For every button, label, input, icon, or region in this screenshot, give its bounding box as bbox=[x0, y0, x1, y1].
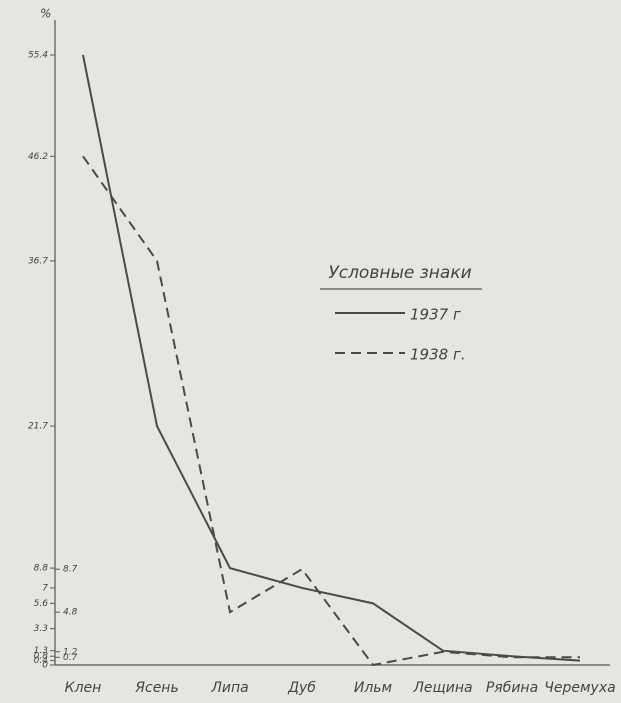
legend-label: 1937 г bbox=[410, 306, 461, 324]
x-tick-label: Черемуха bbox=[544, 680, 615, 696]
y-tick-label: 0 bbox=[42, 661, 48, 671]
y-tick-label: 1.3 bbox=[34, 646, 49, 656]
y-tick-label: 21.7 bbox=[28, 422, 48, 432]
x-tick-label: Ясень bbox=[134, 680, 178, 696]
y-tick-label: 36.7 bbox=[28, 256, 48, 266]
y-tick-label-right: 4.8 bbox=[63, 608, 78, 618]
x-tick-label: Лещина bbox=[412, 680, 472, 696]
y-tick-label: 0.4 bbox=[34, 656, 49, 666]
series-line bbox=[82, 155, 580, 667]
x-tick-label: Рябина bbox=[486, 680, 538, 696]
y-tick-label: 0.8 bbox=[34, 652, 49, 662]
y-tick-label: 8.8 bbox=[34, 564, 49, 574]
y-tick-label: 46.2 bbox=[28, 152, 48, 162]
legend-title: Условные знаки bbox=[328, 263, 471, 283]
y-axis-label: % bbox=[40, 7, 51, 21]
y-tick-label: 5.6 bbox=[34, 599, 49, 609]
y-tick-label: 3.3 bbox=[34, 624, 49, 634]
x-tick-label: Липа bbox=[210, 680, 248, 696]
y-tick-label: 55.4 bbox=[28, 51, 48, 61]
y-tick-label-right: 1.2 bbox=[63, 647, 78, 657]
y-tick-label: 7 bbox=[42, 583, 48, 593]
x-tick-label: Ильм bbox=[354, 680, 393, 696]
series-line bbox=[82, 54, 581, 662]
legend-label: 1938 г. bbox=[410, 346, 466, 364]
x-tick-label: Дуб bbox=[287, 680, 316, 696]
x-tick-label: Клен bbox=[65, 680, 102, 696]
y-tick-label-right: 0.7 bbox=[63, 653, 78, 663]
y-tick-label-right: 8.7 bbox=[63, 565, 78, 575]
